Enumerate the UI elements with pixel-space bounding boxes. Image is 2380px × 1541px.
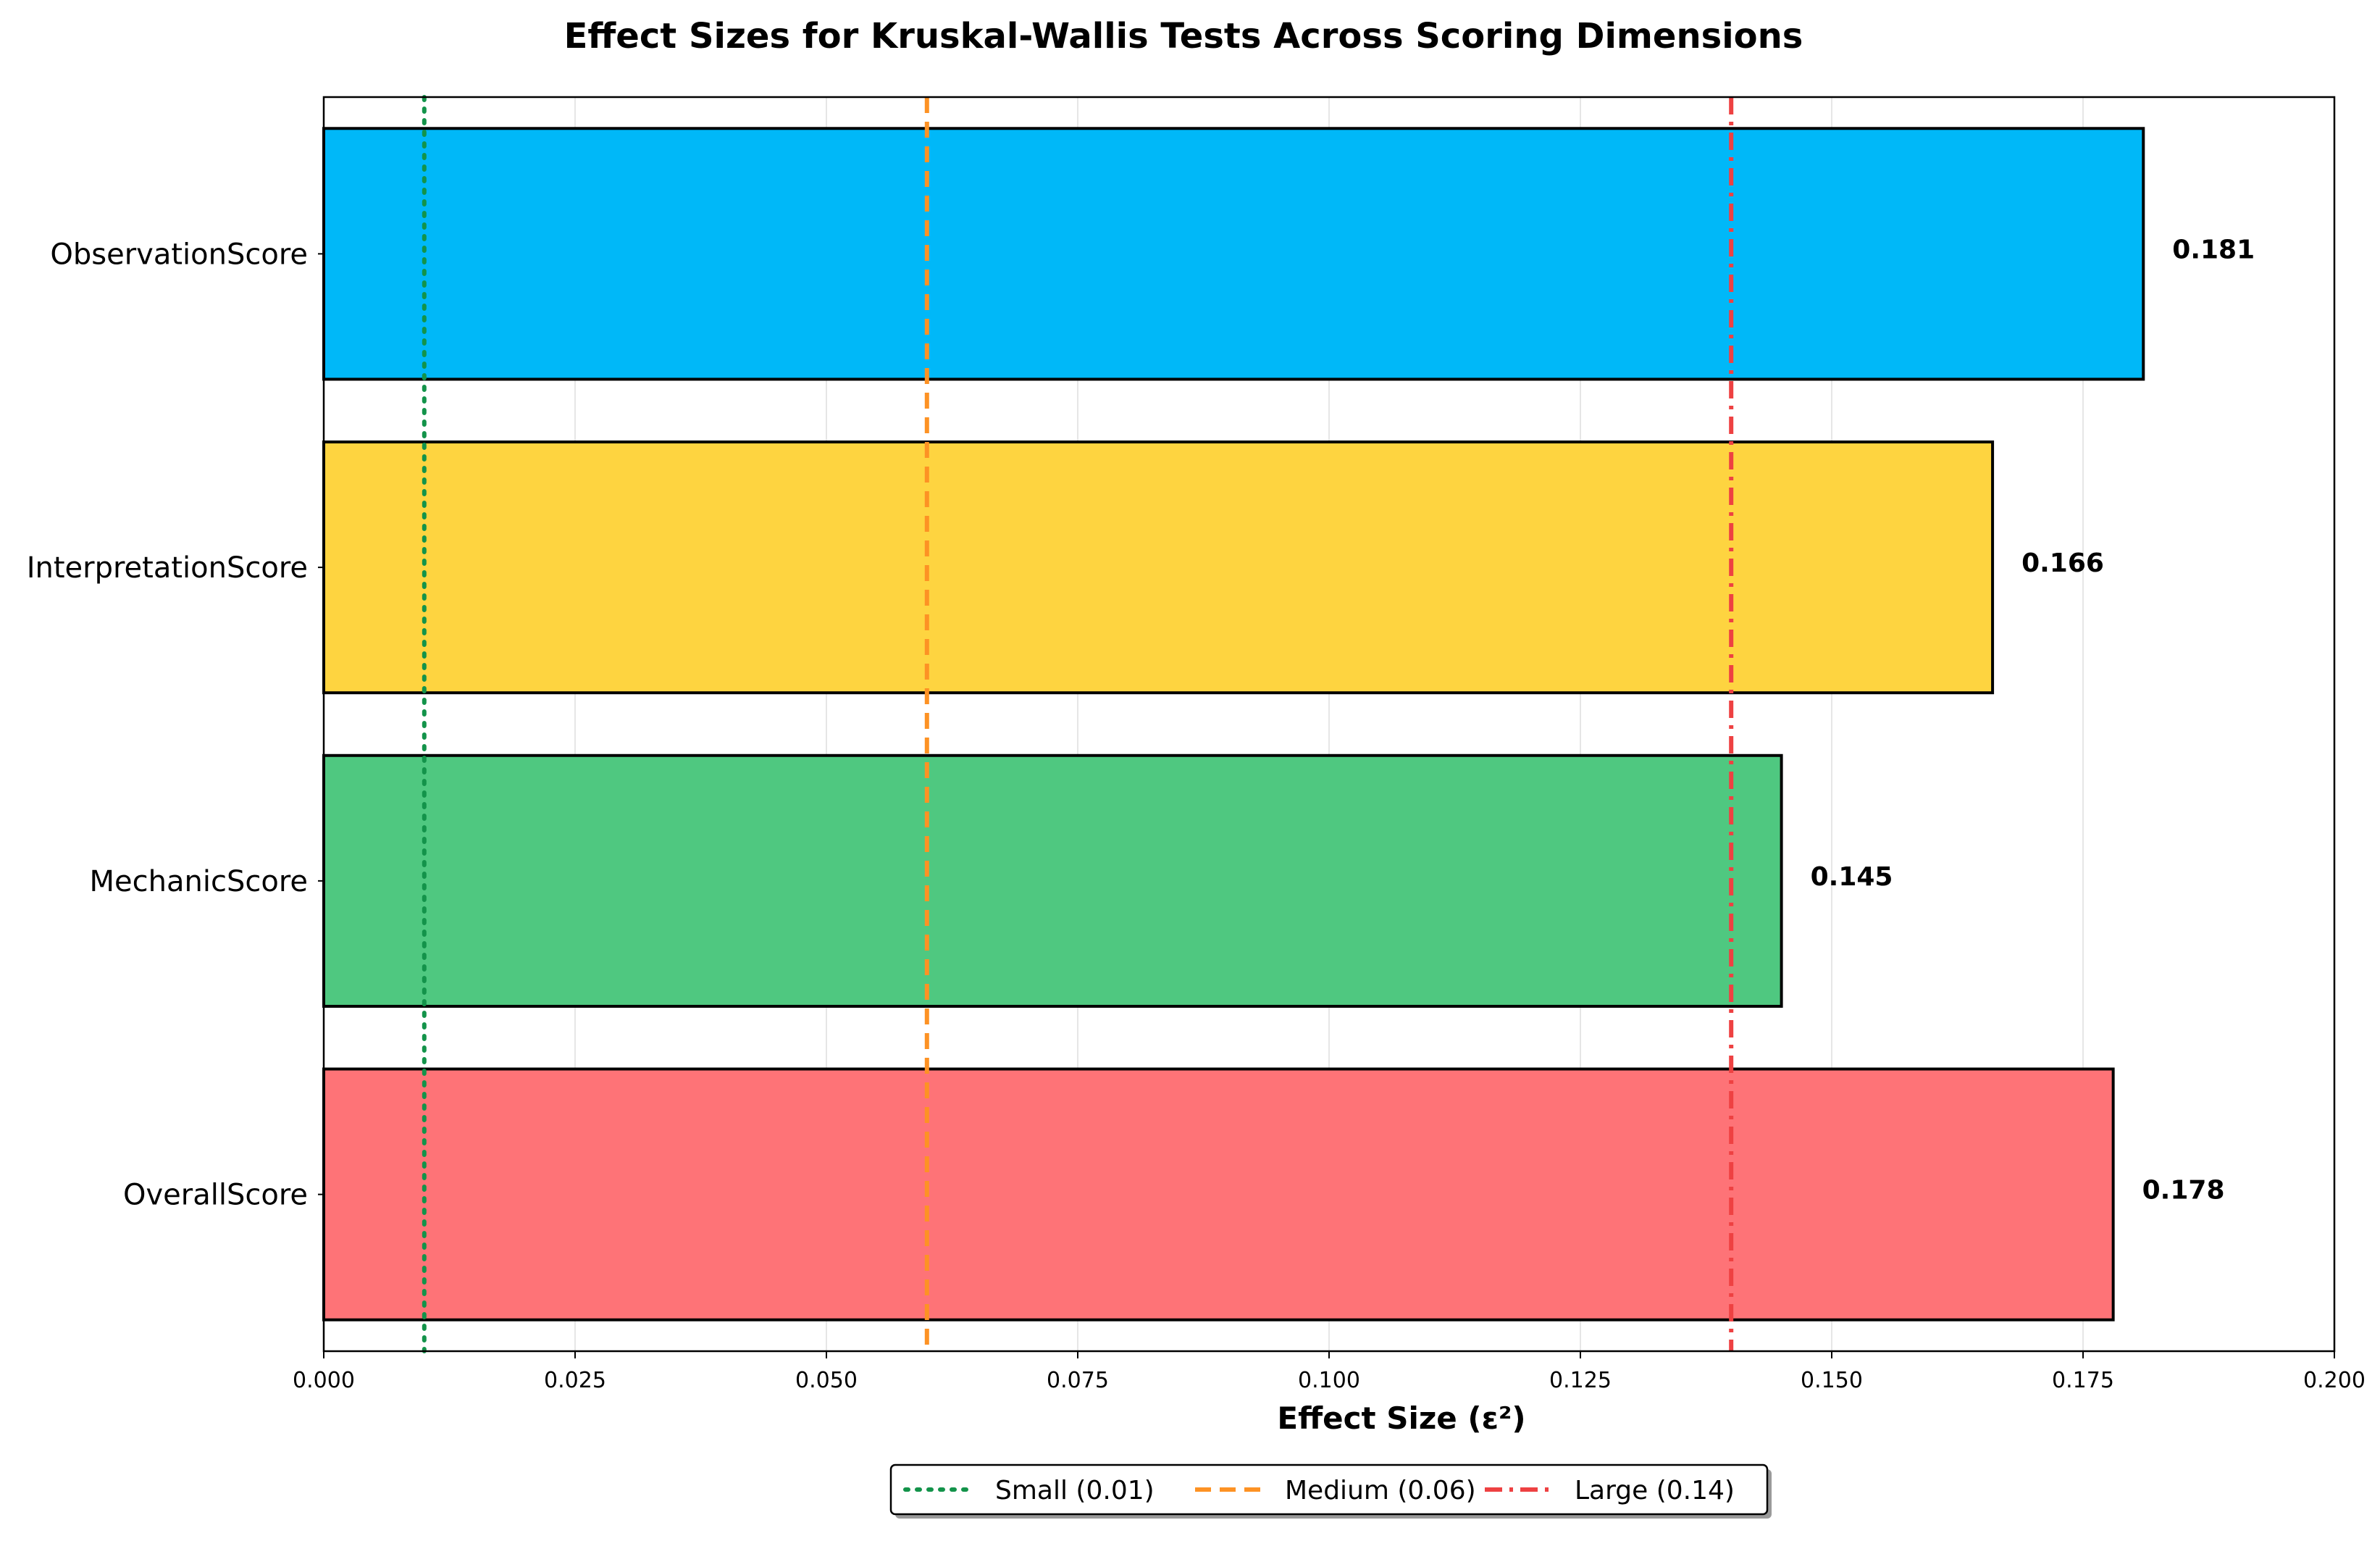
x-tick-label: 0.150 <box>1801 1368 1863 1393</box>
reference-lines <box>422 95 1734 1353</box>
bar-value-label: 0.166 <box>2021 548 2104 578</box>
x-tick-label: 0.050 <box>795 1368 858 1393</box>
bars <box>322 127 2145 1321</box>
legend: Small (0.01) Medium (0.06) Large (0.14) <box>889 1463 1772 1519</box>
x-tick-label: 0.125 <box>1549 1368 1612 1393</box>
bar-value-labels: 0.181 0.166 0.145 0.178 <box>1811 235 2255 1205</box>
y-tick-label: InterpretationScore <box>27 551 308 585</box>
bar-mechanicscore <box>322 753 1783 1008</box>
x-tick-label: 0.100 <box>1298 1368 1360 1393</box>
x-tick-label: 0.200 <box>2303 1368 2366 1393</box>
bar-value-label: 0.145 <box>1811 862 1893 892</box>
x-tick-label: 0.025 <box>544 1368 606 1393</box>
bar-value-label: 0.181 <box>2172 235 2255 264</box>
bar-observationscore <box>322 127 2145 381</box>
y-axis-ticks: ObservationScore InterpretationScore Mecha… <box>27 238 324 1212</box>
x-tick-label: 0.175 <box>2052 1368 2114 1393</box>
bar-value-label: 0.178 <box>2142 1176 2225 1206</box>
x-tick-label: 0.000 <box>293 1368 355 1393</box>
y-tick-label: ObservationScore <box>50 238 308 271</box>
legend-label: Large (0.14) <box>1575 1476 1735 1505</box>
x-axis-ticks: 0.000 0.025 0.050 0.075 0.100 0.125 0.150 0.175… <box>293 1351 2366 1393</box>
bar-interpretationscore <box>322 440 1995 695</box>
chart-title: Effect Sizes for Kruskal-Wallis Tests Ac… <box>564 16 1803 57</box>
legend-label: Medium (0.06) <box>1285 1476 1476 1505</box>
legend-box <box>889 1463 1769 1516</box>
y-tick-label: MechanicScore <box>90 865 308 898</box>
x-axis-label: Effect Size (ε²) <box>1277 1400 1525 1436</box>
y-tick-label: OverallScore <box>123 1179 308 1212</box>
bar-overallscore <box>322 1067 2115 1321</box>
x-tick-label: 0.075 <box>1047 1368 1109 1393</box>
legend-label: Small (0.01) <box>995 1476 1155 1505</box>
